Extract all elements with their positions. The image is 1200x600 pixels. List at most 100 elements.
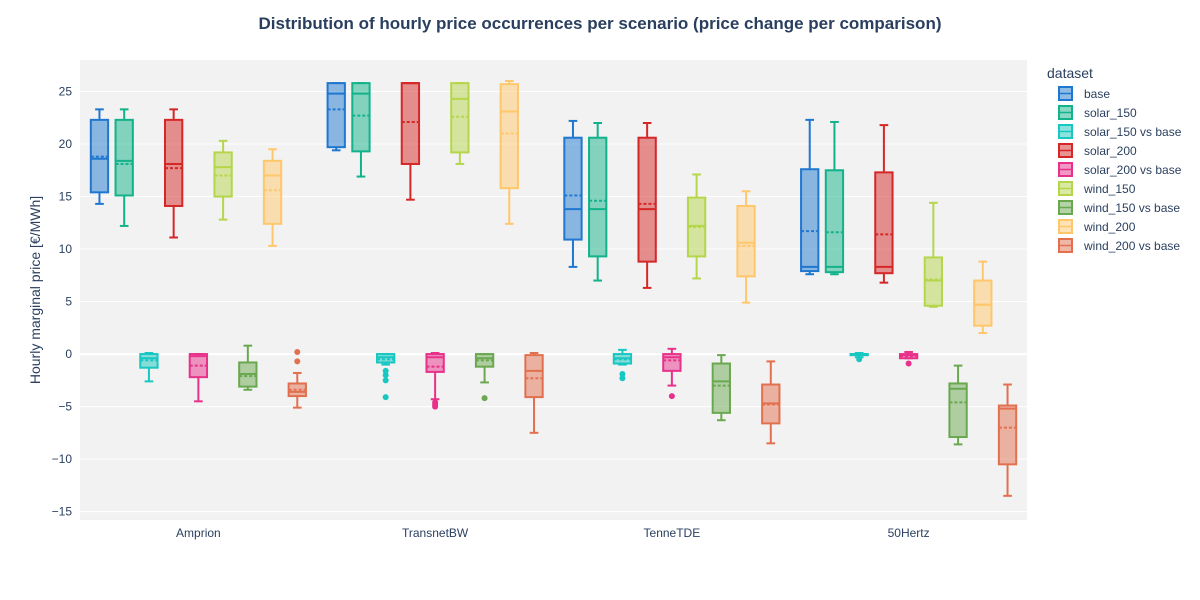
outlier-point [619,375,626,382]
box-iqr [163,118,184,207]
chart-title: Distribution of hourly price occurrences… [258,14,941,33]
box-wind_150-vs-base-Amprion[interactable] [238,344,258,391]
box-wind_200-Amprion[interactable] [262,148,283,247]
box-iqr [351,82,371,153]
y-tick-label: −5 [58,400,72,414]
box-iqr [400,82,421,165]
plot-area [80,60,1027,520]
box-iqr [376,353,396,364]
box-iqr [997,404,1018,466]
box-base-TransnetBW[interactable] [326,82,346,152]
legend-item-solar_200-vs-base[interactable]: solar_200 vs base [1058,162,1182,177]
box-iqr [563,136,583,241]
legend-item-base[interactable]: base [1058,86,1110,101]
box-wind_150-vs-base-TransnetBW[interactable] [474,353,495,402]
outlier-point [619,371,626,378]
x-tick-label: TenneTDE [644,526,701,540]
legend-label: wind_200 vs base [1083,239,1180,253]
x-tick-label: Amprion [176,526,221,540]
box-wind_150-vs-base-50Hertz[interactable] [948,364,968,446]
box-wind_200-TenneTDE[interactable] [736,190,756,304]
legend-label: wind_150 [1083,182,1136,196]
outlier-point [382,372,389,379]
box-wind_200-vs-base-TransnetBW[interactable] [524,352,544,434]
box-solar_150-Amprion[interactable] [114,108,134,227]
outlier-point [856,356,863,363]
box-solar_150-TransnetBW[interactable] [351,82,371,178]
box-wind_200-vs-base-TenneTDE[interactable] [761,360,781,445]
x-tick-label: 50Hertz [888,526,930,540]
box-iqr [588,136,608,258]
y-tick-label: 25 [59,85,73,99]
y-tick-label: −15 [52,505,73,519]
box-wind_200-50Hertz[interactable] [973,260,993,335]
legend[interactable]: base solar_150 solar_150 vs base solar_200s… [1058,86,1182,253]
box-solar_150-vs-base-Amprion[interactable] [139,352,159,383]
box-solar_200-TransnetBW[interactable] [400,82,421,201]
y-tick-label: 20 [59,137,73,151]
box-base-50Hertz[interactable] [800,118,820,276]
legend-item-solar_150[interactable]: solar_150 [1058,105,1137,120]
box-wind_200-TransnetBW[interactable] [499,80,519,225]
box-solar_200-vs-base-TransnetBW[interactable] [425,352,445,410]
gridlines [80,91,1027,513]
box-wind_150-TransnetBW[interactable] [450,82,470,165]
legend-item-solar_150-vs-base[interactable]: solar_150 vs base [1058,124,1182,139]
y-tick-label: 10 [59,242,73,256]
box-iqr [114,118,134,197]
box-solar_150-50Hertz[interactable] [824,120,845,276]
box-wind_150-Amprion[interactable] [213,139,233,221]
box-iqr [262,159,283,225]
box-solar_200-vs-base-TenneTDE[interactable] [662,347,682,400]
box-iqr [450,82,470,154]
box-iqr [326,82,346,149]
box-solar_150-vs-base-50Hertz[interactable] [849,352,869,363]
legend-item-wind_200-vs-base[interactable]: wind_200 vs base [1058,238,1180,253]
box-solar_150-TenneTDE[interactable] [588,122,608,282]
legend-title: dataset [1047,65,1093,81]
box-wind_150-50Hertz[interactable] [923,201,944,308]
box-iqr [736,204,756,278]
legend-item-solar_200[interactable]: solar_200 [1058,143,1137,158]
box-iqr [923,256,944,307]
legend-label: solar_150 [1084,106,1137,120]
box-iqr [800,168,820,273]
legend-item-wind_150-vs-base[interactable]: wind_150 vs base [1058,200,1180,215]
y-tick-label: 0 [65,347,72,361]
legend-label: solar_200 [1084,144,1137,158]
box-wind_200-vs-base-50Hertz[interactable] [997,383,1018,497]
outlier-point [481,395,488,402]
legend-item-wind_150[interactable]: wind_150 [1058,181,1136,196]
box-wind_150-TenneTDE[interactable] [686,173,707,280]
outlier-point [294,358,301,365]
y-tick-label: 5 [65,295,72,309]
y-tick-labels: −15 −10 −5 0 5 10 15 20 25 [52,85,73,519]
box-iqr [637,136,657,263]
box-solar_150-vs-base-TenneTDE[interactable] [612,348,633,382]
outlier-point [668,393,675,400]
box-base-Amprion[interactable] [89,108,110,205]
box-solar_200-Amprion[interactable] [163,108,184,239]
box-base-TenneTDE[interactable] [563,119,583,268]
outlier-point [382,394,389,401]
box-wind_200-vs-base-Amprion[interactable] [287,348,307,409]
y-tick-label: 15 [59,190,73,204]
box-solar_200-TenneTDE[interactable] [637,122,657,289]
box-solar_200-vs-base-50Hertz[interactable] [898,350,919,367]
box-solar_200-50Hertz[interactable] [874,124,894,284]
x-tick-labels: Amprion TransnetBW TenneTDE 50Hertz [176,526,930,540]
outlier-point [294,348,301,355]
box-plots [89,80,1018,497]
y-tick-label: −10 [52,452,73,466]
box-solar_150-vs-base-TransnetBW[interactable] [376,353,396,401]
box-iqr [662,353,682,372]
box-solar_200-vs-base-Amprion[interactable] [188,353,209,403]
box-iqr [874,171,894,275]
box-iqr [824,169,845,274]
legend-item-wind_200[interactable]: wind_200 [1058,219,1136,234]
outlier-point [382,367,389,374]
box-iqr [499,83,519,190]
box-iqr [213,151,233,198]
box-wind_150-vs-base-TenneTDE[interactable] [711,354,731,422]
